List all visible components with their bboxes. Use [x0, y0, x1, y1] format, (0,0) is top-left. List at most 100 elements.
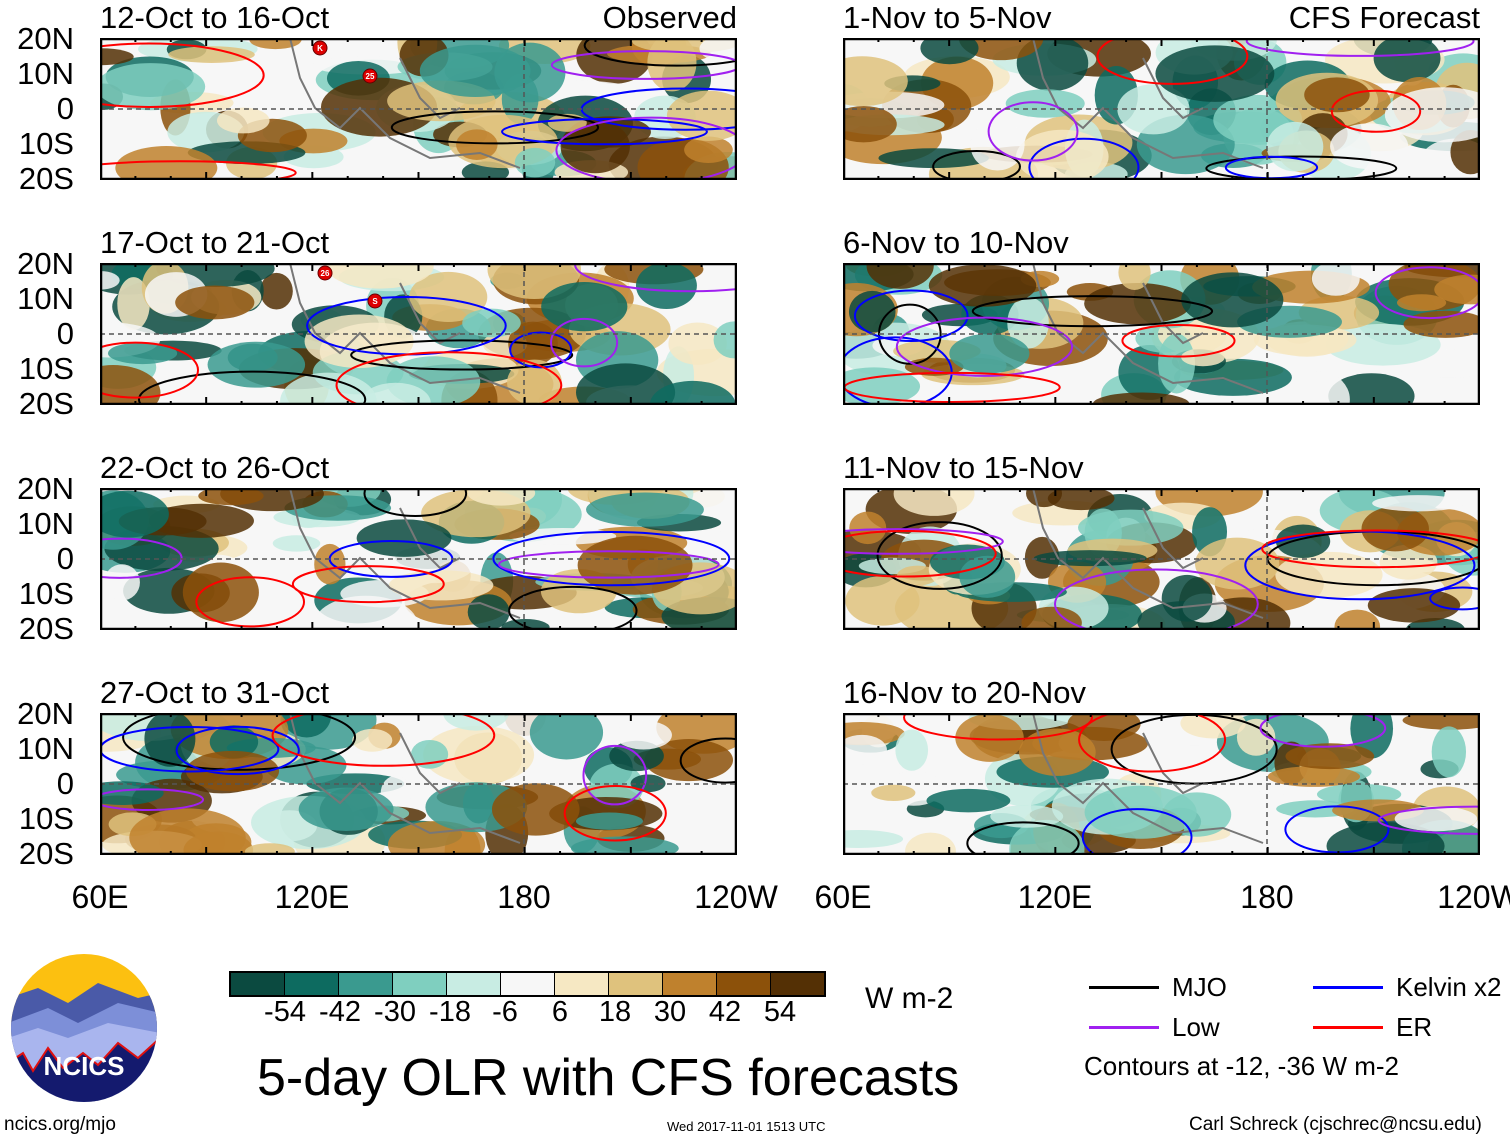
lon-label: 120E — [1017, 879, 1093, 915]
coastline — [289, 713, 521, 844]
olr-anomaly-region — [462, 308, 521, 338]
olr-anomaly-region — [1361, 506, 1429, 552]
legend-label: Low — [1172, 1012, 1220, 1042]
wave-contour — [895, 266, 1480, 377]
lat-label: 20S — [18, 386, 74, 421]
olr-anomaly-region — [878, 148, 989, 169]
wave-contour — [100, 725, 300, 776]
olr-anomaly-region — [1067, 713, 1141, 741]
olr-anomaly-region — [100, 48, 134, 66]
olr-anomaly-region — [848, 290, 896, 333]
olr-anomaly-region — [175, 285, 255, 320]
legend-line — [1089, 986, 1159, 989]
olr-anomaly-region — [1285, 743, 1375, 770]
olr-anomaly-region — [1434, 274, 1480, 305]
olr-anomaly-region — [168, 46, 255, 63]
legend-line — [1313, 986, 1383, 989]
colorbar-units: W m-2 — [865, 982, 954, 1015]
olr-anomaly-region — [958, 38, 1044, 61]
olr-anomaly-region — [1016, 129, 1109, 180]
colorbar-swatch — [339, 973, 393, 995]
coastline — [289, 263, 521, 394]
wave-contour — [843, 324, 1236, 403]
colorbar-tick-label: 30 — [653, 996, 687, 1028]
lat-label: 10N — [17, 731, 74, 766]
panel-tag: Observed — [602, 0, 737, 35]
wave-contour — [195, 565, 445, 628]
olr-anomaly-region — [615, 720, 672, 750]
wave-contour — [363, 488, 638, 630]
olr-anomaly-region — [845, 576, 920, 626]
olr-anomaly-region — [1047, 488, 1115, 511]
lat-label: 0 — [56, 766, 74, 801]
olr-anomaly-region — [1373, 38, 1441, 83]
olr-anomaly-region — [843, 829, 904, 848]
lon-label: 120W — [1437, 879, 1510, 915]
olr-anomaly-region — [356, 519, 452, 557]
footer-timestamp: Wed 2017-11-01 1513 UTC — [667, 1119, 826, 1134]
olr-anomaly-region — [419, 44, 531, 97]
olr-anomaly-region — [843, 106, 897, 143]
colorbar-swatch — [393, 973, 447, 995]
wave-contour — [100, 744, 648, 811]
colorbar-tick-label: -54 — [264, 996, 306, 1028]
olr-anomaly-region — [1267, 766, 1361, 787]
olr-anomaly-region — [1287, 371, 1350, 405]
lat-label: 0 — [56, 316, 74, 351]
colorbar-tick-label: -42 — [319, 996, 361, 1028]
olr-anomaly-region — [630, 774, 666, 793]
lat-label: 20S — [18, 161, 74, 196]
wave-contour — [1028, 137, 1319, 180]
coastline — [1032, 38, 1264, 169]
colorbar-swatch — [609, 973, 663, 995]
lon-label: 180 — [1240, 879, 1294, 915]
olr-anomaly-region — [955, 713, 1024, 762]
olr-anomaly-region — [1181, 272, 1284, 328]
wave-contour — [1244, 530, 1480, 611]
lon-label: 60E — [814, 879, 872, 915]
colorbar-swatch — [663, 973, 717, 995]
panel-tag: CFS Forecast — [1288, 0, 1480, 35]
storm-label: S — [372, 297, 378, 306]
olr-anomaly-region — [1161, 574, 1213, 622]
olr-anomaly-region — [314, 543, 346, 585]
lon-label: 180 — [497, 879, 551, 915]
figure-title: 5-day OLR with CFS forecasts — [257, 1049, 960, 1107]
panel-title: 17-Oct to 21-Oct — [100, 225, 330, 260]
wave-contour — [501, 87, 737, 146]
legend-label: MJO — [1172, 972, 1227, 1002]
olr-anomaly-region — [117, 277, 150, 331]
olr-anomaly-region — [100, 63, 206, 111]
colorbar-swatch — [555, 973, 609, 995]
wave-contour — [903, 713, 1227, 773]
olr-anomaly-region — [182, 562, 259, 623]
logo-text: NCICS — [44, 1051, 125, 1081]
olr-anomaly-region — [713, 321, 737, 359]
olr-anomaly-region — [514, 147, 556, 178]
olr-anomaly-region — [895, 729, 929, 771]
olr-anomaly-region — [576, 363, 676, 405]
panel-title: 11-Nov to 15-Nov — [843, 450, 1084, 485]
olr-map-panel — [843, 38, 1480, 180]
panel-title: 22-Oct to 26-Oct — [100, 450, 330, 485]
colorbar-tick-label: 18 — [598, 996, 632, 1028]
olr-anomaly-region — [249, 38, 302, 50]
colorbar-swatch — [285, 973, 339, 995]
olr-map-panel — [843, 263, 1480, 405]
olr-anomaly-region — [100, 781, 164, 806]
footer-url[interactable]: ncics.org/mjo — [4, 1114, 116, 1135]
ncics-logo: NCICS — [8, 953, 160, 1103]
lat-label: 10N — [17, 281, 74, 316]
wave-contour — [1081, 805, 1390, 855]
olr-anomaly-region — [949, 333, 1030, 374]
olr-anomaly-region — [644, 739, 734, 782]
olr-anomaly-region — [100, 365, 161, 405]
olr-anomaly-region — [244, 843, 295, 855]
wave-contour — [122, 713, 737, 784]
lon-label: 120W — [694, 879, 778, 915]
lat-label: 20N — [17, 21, 74, 56]
storm-marker: S — [367, 293, 383, 309]
olr-anomaly-region — [1311, 263, 1360, 296]
olr-anomaly-region — [423, 725, 535, 784]
colorbar-tick-label: 42 — [708, 996, 742, 1028]
